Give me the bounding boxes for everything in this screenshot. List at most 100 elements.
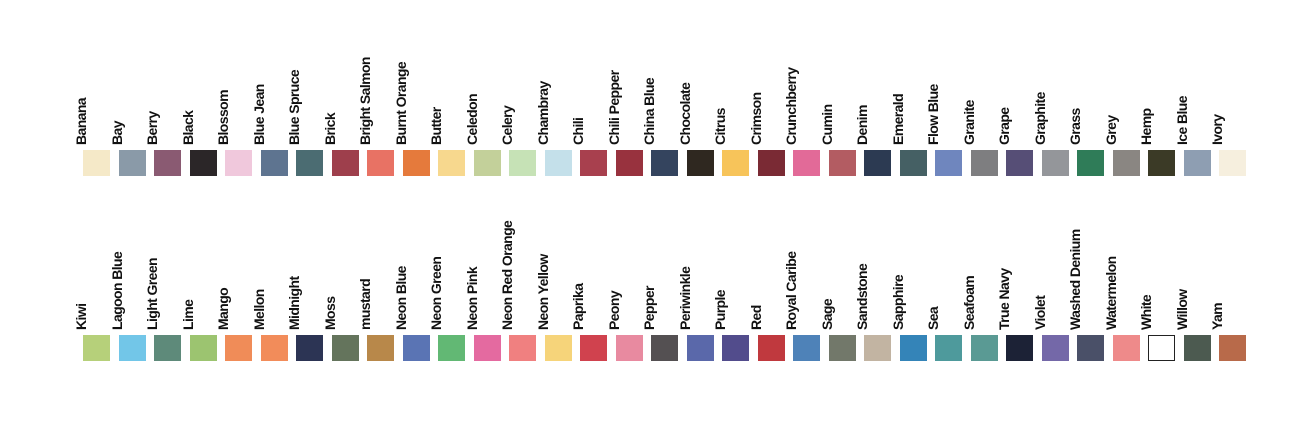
swatch-label-wrap: Crunchberry	[783, 0, 822, 145]
swatch-label-wrap: Neon Red Orange	[499, 185, 538, 330]
swatch-label: White	[1138, 294, 1154, 330]
color-chip	[828, 150, 856, 176]
color-chip	[154, 335, 181, 361]
color-chip	[1077, 150, 1104, 176]
swatch-label: Washed Denium	[1067, 229, 1083, 330]
swatch-item: Crunchberry	[783, 0, 822, 180]
swatch-label-wrap: Moss	[322, 185, 361, 330]
swatch-label-wrap: Sandstone	[854, 185, 893, 330]
swatch-item: Willow	[1174, 185, 1213, 365]
swatch-item: Bright Salmon	[357, 0, 396, 180]
swatch-item: Midnight	[286, 185, 325, 365]
color-chip	[544, 335, 572, 361]
swatch-item: Moss	[322, 185, 361, 365]
swatch-label-wrap: Berry	[144, 0, 183, 145]
swatch-item: Cumin	[819, 0, 858, 180]
swatch-label: Lagoon Blue	[108, 251, 125, 330]
swatch-item: Crimson	[748, 0, 787, 180]
swatch-label-wrap: Bright Salmon	[357, 0, 396, 145]
color-chip	[402, 335, 430, 361]
swatch-label-wrap: Banana	[73, 0, 112, 145]
swatch-label-wrap: Ivory	[1209, 0, 1248, 145]
swatch-label-wrap: Paprika	[570, 185, 609, 330]
swatch-label-wrap: Chocolate	[677, 0, 716, 145]
swatch-label: Chili	[570, 117, 586, 145]
swatch-item: White	[1138, 185, 1177, 365]
swatch-label: Citrus	[712, 108, 728, 145]
swatch-label: True Navy	[996, 268, 1012, 330]
swatch-label: Bright Salmon	[357, 57, 373, 145]
color-chip	[793, 150, 820, 176]
swatch-label: Purple	[712, 290, 728, 330]
swatch-label-wrap: Midnight	[286, 185, 325, 330]
swatch-label: Sapphire	[889, 274, 906, 330]
color-chip	[722, 150, 749, 176]
swatch-item: Celery	[499, 0, 538, 180]
swatch-label: Pepper	[641, 286, 657, 330]
swatch-label: Neon Pink	[463, 266, 480, 330]
color-chip	[367, 335, 394, 361]
swatch-item: Lagoon Blue	[109, 185, 148, 365]
swatch-label: Chili Pepper	[605, 70, 622, 145]
swatch-label: mustard	[357, 278, 373, 330]
swatch-label-wrap: Royal Caribe	[783, 185, 822, 330]
swatch-item: Neon Blue	[393, 185, 432, 365]
swatch-label-wrap: Sapphire	[890, 185, 929, 330]
color-chip	[189, 335, 217, 361]
swatch-label: Crunchberry	[783, 67, 799, 145]
swatch-item: Celedon	[464, 0, 503, 180]
swatch-item: Sea	[925, 185, 964, 365]
swatch-label: Lime	[179, 299, 196, 330]
swatch-label: Grape	[996, 107, 1012, 145]
color-chip	[367, 150, 394, 176]
color-chip	[722, 335, 749, 361]
color-chip	[260, 335, 288, 361]
swatch-item: Neon Red Orange	[499, 185, 538, 365]
swatch-item: Royal Caribe	[783, 185, 822, 365]
swatch-item: Ice Blue	[1174, 0, 1213, 180]
swatch-label-wrap: Denim	[854, 0, 893, 145]
color-chip	[1148, 150, 1175, 176]
swatch-item: Grey	[1103, 0, 1142, 180]
color-chip	[83, 150, 110, 176]
swatch-label-wrap: Black	[180, 0, 219, 145]
color-chip	[651, 335, 678, 361]
swatch-label-wrap: Red	[748, 185, 787, 330]
swatch-item: China Blue	[641, 0, 680, 180]
swatch-label-wrap: Chili Pepper	[606, 0, 645, 145]
swatch-label: Crimson	[747, 92, 764, 145]
color-chip	[899, 150, 927, 176]
color-chip	[438, 150, 465, 176]
swatch-label: Yam	[1209, 303, 1225, 330]
swatch-item: Seafoam	[961, 185, 1000, 365]
color-chip	[1112, 150, 1140, 176]
swatch-item: Bay	[109, 0, 148, 180]
swatch-label-wrap: Purple	[712, 185, 751, 330]
color-chip	[686, 335, 714, 361]
color-chip	[189, 150, 217, 176]
swatch-item: Mango	[215, 185, 254, 365]
color-chip	[580, 150, 607, 176]
color-chip	[615, 150, 643, 176]
swatch-label-wrap: Chambray	[535, 0, 574, 145]
swatch-label-wrap: Sea	[925, 185, 964, 330]
color-chip	[935, 150, 962, 176]
swatch-item: Berry	[144, 0, 183, 180]
color-chip	[757, 335, 785, 361]
swatch-item: Blue Spruce	[286, 0, 325, 180]
swatch-label: Sandstone	[854, 263, 870, 330]
swatch-label: Neon Blue	[392, 266, 409, 330]
swatch-item: Neon Yellow	[535, 185, 574, 365]
swatch-label-wrap: Celery	[499, 0, 538, 145]
color-chip	[83, 335, 110, 361]
color-chip	[1077, 335, 1104, 361]
swatch-item: Chili	[570, 0, 609, 180]
swatch-label-wrap: Graphite	[1032, 0, 1071, 145]
swatch-item: Blue Jean	[251, 0, 290, 180]
swatch-item: Violet	[1032, 185, 1071, 365]
swatch-label: Bay	[108, 121, 125, 145]
swatch-label: Grey	[1102, 115, 1119, 145]
color-chip	[935, 335, 962, 361]
swatch-label: Burnt Orange	[392, 61, 409, 145]
swatch-label: Denim	[854, 105, 870, 145]
